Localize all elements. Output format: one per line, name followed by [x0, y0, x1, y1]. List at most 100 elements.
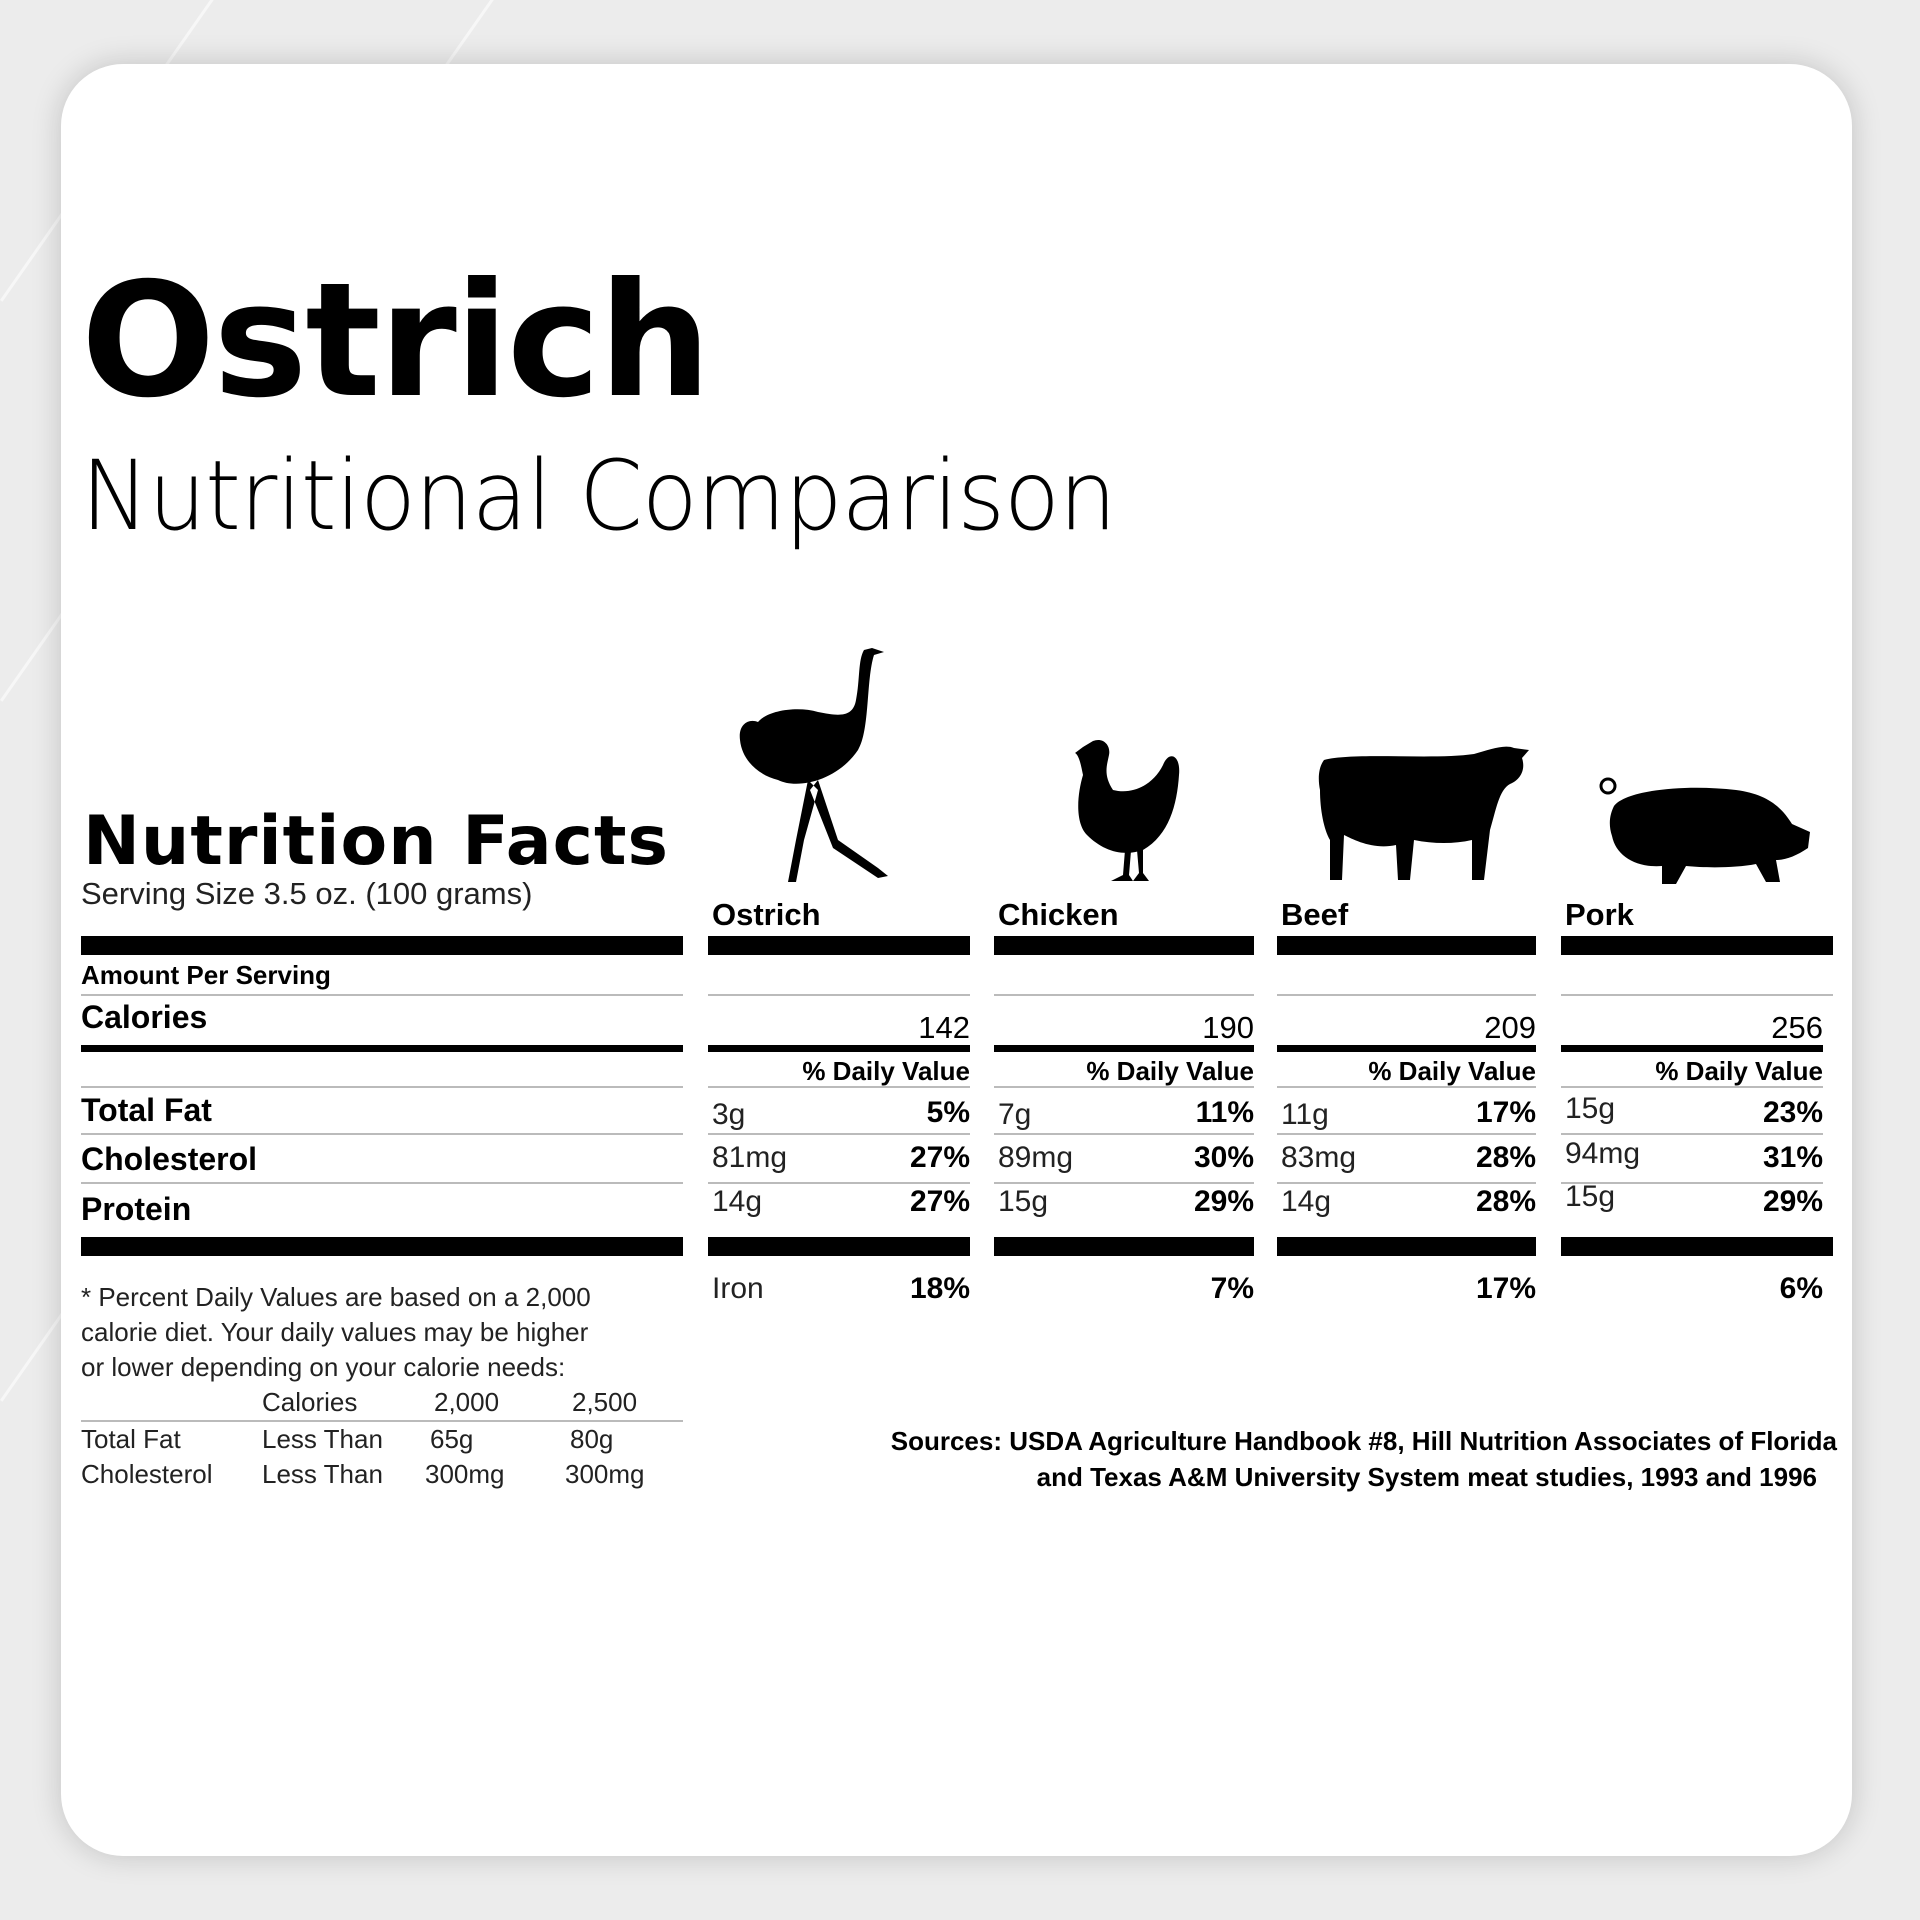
dv-table-cell: Less Than	[262, 1459, 383, 1489]
footnote: * Percent Daily Values are based on a 2,…	[81, 1280, 591, 1385]
cholesterol-pct: 27%	[909, 1141, 970, 1174]
dv-table-cell: Total Fat	[81, 1424, 181, 1454]
protein-pct: 29%	[1193, 1185, 1254, 1218]
fat-amount: 7g	[998, 1098, 1032, 1131]
cholesterol-amount: 81mg	[712, 1141, 788, 1174]
total-fat-label: Total Fat	[81, 1092, 212, 1128]
divider	[708, 936, 970, 955]
cholesterol-label: Cholesterol	[81, 1141, 258, 1177]
divider	[1277, 994, 1536, 996]
iron-pct: 18%	[909, 1272, 970, 1305]
fat-amount: 3g	[712, 1098, 746, 1131]
divider	[81, 1086, 683, 1088]
dv-table-header: Calories	[262, 1387, 358, 1417]
dv-table-header: 2,500	[572, 1387, 638, 1417]
divider	[708, 1237, 970, 1256]
cholesterol-amount: 83mg	[1281, 1141, 1357, 1174]
protein-pct: 27%	[909, 1185, 970, 1218]
dv-table-cell: Cholesterol	[81, 1459, 213, 1489]
divider	[1561, 1133, 1823, 1135]
footnote-line: * Percent Daily Values are based on a 2,…	[81, 1282, 591, 1312]
daily-value-label: % Daily Value	[802, 1056, 970, 1086]
sources-line: Sources: USDA Agriculture Handbook #8, H…	[890, 1426, 1837, 1456]
divider	[994, 936, 1254, 955]
divider	[994, 1237, 1254, 1256]
protein-pct: 29%	[1762, 1185, 1823, 1218]
animal-name: Ostrich	[712, 897, 821, 932]
divider	[1561, 1182, 1823, 1184]
divider	[1561, 1086, 1823, 1088]
divider	[994, 1182, 1254, 1184]
column-chicken: Chicken 190 % Daily Value 7g 11% 89mg 30…	[994, 0, 1254, 1920]
divider	[994, 1133, 1254, 1135]
daily-value-label: % Daily Value	[1368, 1056, 1536, 1086]
protein-amount: 14g	[712, 1185, 763, 1218]
divider	[81, 1045, 683, 1052]
ostrich-icon	[739, 648, 888, 882]
divider	[1561, 1045, 1823, 1052]
animal-name: Pork	[1565, 897, 1634, 932]
dv-table-cell: Less Than	[262, 1424, 383, 1454]
daily-value-label: % Daily Value	[1655, 1056, 1823, 1086]
divider	[1277, 1133, 1536, 1135]
iron-pct: 17%	[1475, 1272, 1536, 1305]
cholesterol-amount: 89mg	[998, 1141, 1074, 1174]
protein-pct: 28%	[1475, 1185, 1536, 1218]
divider	[81, 1237, 683, 1256]
divider	[81, 1182, 683, 1184]
animal-name: Beef	[1281, 897, 1349, 932]
protein-amount: 15g	[1565, 1180, 1616, 1213]
footnote-line: or lower depending on your calorie needs…	[81, 1352, 566, 1382]
fat-amount: 15g	[1565, 1092, 1616, 1125]
dv-table-cell: 300mg	[425, 1459, 505, 1489]
divider	[81, 1420, 683, 1422]
divider	[994, 1045, 1254, 1052]
divider	[994, 994, 1254, 996]
divider	[994, 1086, 1254, 1088]
serving-size: Serving Size 3.5 oz. (100 grams)	[81, 876, 533, 911]
daily-value-label: % Daily Value	[1086, 1056, 1254, 1086]
calories-value: 256	[1771, 1010, 1823, 1045]
fat-pct: 23%	[1762, 1096, 1823, 1129]
divider	[81, 1133, 683, 1135]
calories-value: 142	[918, 1010, 970, 1045]
divider	[708, 1133, 970, 1135]
divider	[708, 1045, 970, 1052]
iron-label: Iron	[712, 1272, 764, 1305]
sources-line: and Texas A&M University System meat stu…	[1036, 1462, 1817, 1492]
dv-table-header: 2,000	[434, 1387, 500, 1417]
calories-value: 209	[1484, 1010, 1536, 1045]
divider	[1277, 1182, 1536, 1184]
divider	[1561, 1237, 1833, 1256]
fat-pct: 11%	[1195, 1096, 1254, 1129]
fat-pct: 5%	[926, 1096, 970, 1129]
iron-pct: 7%	[1210, 1272, 1254, 1305]
divider	[708, 1182, 970, 1184]
protein-amount: 15g	[998, 1185, 1049, 1218]
divider	[1277, 936, 1536, 955]
animal-name: Chicken	[998, 897, 1119, 932]
amount-per-serving: Amount Per Serving	[81, 960, 331, 990]
footnote-line: calorie diet. Your daily values may be h…	[81, 1317, 589, 1347]
column-pork: Pork 256 % Daily Value 15g 23% 94mg 31% …	[1561, 0, 1833, 1920]
divider	[81, 936, 683, 955]
divider	[1561, 994, 1833, 996]
fat-pct: 17%	[1475, 1096, 1536, 1129]
calories-label: Calories	[81, 999, 208, 1035]
page-subtitle: Nutritional Comparison	[81, 440, 1117, 552]
nutrition-facts-heading: Nutrition Facts	[83, 802, 669, 881]
cholesterol-pct: 31%	[1762, 1141, 1823, 1174]
divider	[708, 1086, 970, 1088]
divider	[1277, 1237, 1536, 1256]
dv-table-cell: 65g	[430, 1424, 474, 1454]
dv-table-cell: 300mg	[565, 1459, 645, 1489]
divider	[708, 994, 970, 996]
fat-amount: 11g	[1281, 1098, 1329, 1131]
cholesterol-pct: 30%	[1193, 1141, 1254, 1174]
cholesterol-amount: 94mg	[1565, 1137, 1641, 1170]
iron-pct: 6%	[1779, 1272, 1823, 1305]
protein-amount: 14g	[1281, 1185, 1332, 1218]
column-beef: Beef 209 % Daily Value 11g 17% 83mg 28% …	[1277, 0, 1536, 1920]
chicken-icon	[1075, 739, 1180, 881]
page-title: Ostrich	[81, 249, 711, 433]
